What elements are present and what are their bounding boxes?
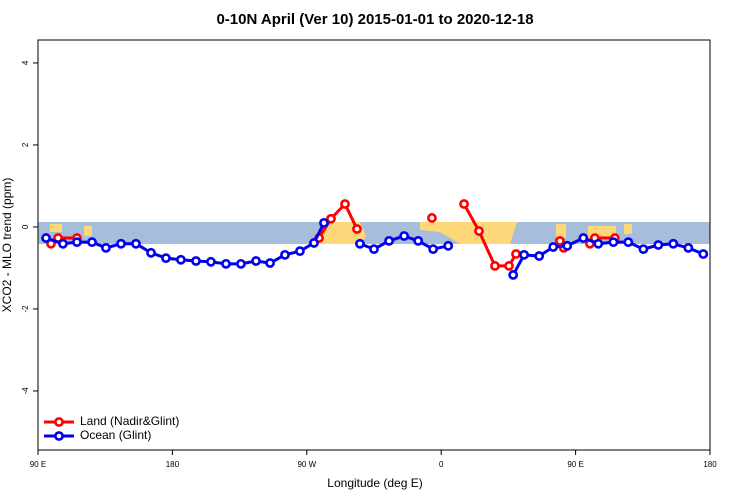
data-point [490,261,500,271]
series [46,199,620,271]
data-point [340,199,350,209]
y-tick-label: 0 [21,224,30,229]
data-point [578,233,589,243]
data-point [534,251,545,261]
data-point [413,235,424,246]
data-point [508,270,519,280]
y-axis-label: XCO2 - MLO trend (ppm) [0,178,14,313]
data-point [101,242,111,253]
data-point [251,256,261,266]
plot-frame [37,39,711,451]
land-shape [556,224,566,238]
x-tick-label: 90 W [297,460,316,469]
data-point [41,233,51,243]
data-point [668,238,679,249]
x-tick-label: 0 [439,460,444,469]
data-point [265,258,275,268]
data-point [355,238,365,249]
data-point [653,240,664,250]
data-point [352,224,362,234]
data-point [555,235,565,246]
data-point [504,261,514,271]
y-tick-label: -4 [21,387,30,395]
legend-label: Land (Nadir&Glint) [80,414,179,428]
data-point [319,217,329,228]
legend-marker [54,431,64,441]
data-point [146,247,156,258]
data-point [191,256,201,266]
data-point [548,242,559,252]
legend-marker [54,417,64,427]
x-tick-label: 180 [703,460,717,469]
data-point [623,237,634,248]
data-point [511,249,521,259]
land-shape [50,224,62,232]
data-point [309,238,319,248]
data-point [58,238,68,249]
land-shape [420,222,517,244]
series [41,217,709,280]
data-point [384,235,394,246]
data-point [427,213,437,223]
data-point [87,237,97,248]
data-point [683,242,694,253]
data-point [236,258,246,269]
x-tick-label: 180 [166,460,180,469]
data-point [280,249,290,260]
data-point [519,249,529,260]
data-point [608,237,619,248]
y-tick-label: -2 [21,305,30,313]
data-point [295,246,305,257]
data-point [399,231,410,241]
x-tick-label: 90 E [567,460,583,469]
data-point [221,258,231,269]
y-tick-label: 4 [21,60,30,65]
chart-title: 0-10N April (Ver 10) 2015-01-01 to 2020-… [216,11,533,28]
data-point [443,240,454,251]
y-tick-label: 2 [21,142,30,147]
data-point [206,256,216,267]
x-axis-label: Longitude (deg E) [327,476,422,490]
data-point [369,244,379,254]
ocean-band [38,222,710,244]
data-point [459,199,469,209]
data-point [176,254,186,265]
data-point [428,244,439,254]
data-point [326,213,336,224]
data-point [562,240,573,251]
data-point [698,249,709,259]
data-point [161,253,171,264]
legend-label: Ocean (Glint) [80,428,151,442]
land-shape [624,224,632,234]
x-tick-label: 90 E [30,460,46,469]
data-point [474,226,484,236]
data-point [593,238,604,249]
data-point [131,238,141,249]
data-point [638,244,649,254]
land-shape [84,226,92,236]
data-point [72,237,82,248]
data-point [116,238,126,249]
